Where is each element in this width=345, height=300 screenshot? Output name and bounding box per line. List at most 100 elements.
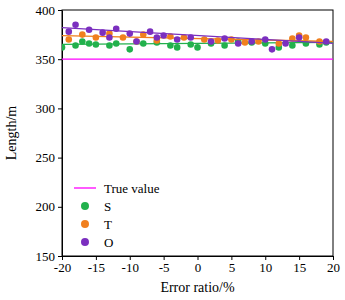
point: [106, 34, 113, 41]
point: [221, 35, 228, 42]
point: [269, 46, 276, 53]
point: [72, 21, 79, 28]
x-tick: -20: [54, 256, 71, 275]
point: [187, 34, 194, 41]
x-tick-label: -10: [122, 260, 139, 275]
point: [201, 36, 208, 43]
point: [303, 34, 310, 41]
x-tick: 20: [327, 256, 340, 275]
x-tick-label: 0: [195, 260, 202, 275]
series: [62, 21, 333, 52]
legend: True value STO: [74, 181, 160, 250]
trend-line: [62, 28, 333, 44]
point: [248, 38, 255, 45]
y-axis-title: Length/m: [4, 106, 19, 161]
point: [72, 42, 79, 49]
y-tick: 150: [36, 249, 63, 264]
point: [289, 42, 296, 49]
y-tick: 300: [36, 101, 63, 116]
legend-item: O: [81, 235, 113, 250]
chart: -20 -15 -10 -5 0 5 10 15 20 150 200 250 300 350 400 Tru…: [0, 0, 345, 300]
point: [133, 38, 140, 45]
y-tick-label: 400: [36, 3, 56, 18]
point: [86, 40, 93, 47]
x-axis: -20 -15 -10 -5 0 5 10 15 20: [54, 256, 340, 275]
point: [282, 40, 289, 47]
x-tick: -5: [159, 256, 170, 275]
legend-swatch: [81, 202, 89, 210]
point: [126, 30, 133, 37]
series: [62, 59, 333, 60]
series-line: [62, 59, 333, 60]
legend-label: T: [104, 217, 112, 232]
x-tick: 5: [229, 256, 236, 275]
legend-item: T: [81, 217, 112, 232]
x-tick: 0: [195, 256, 202, 275]
y-tick: 400: [36, 3, 63, 18]
y-tick-mark: [58, 256, 62, 257]
y-tick-mark: [58, 10, 62, 11]
point: [93, 41, 100, 48]
y-axis: 150 200 250 300 350 400: [36, 3, 63, 264]
x-tick-label: 15: [293, 260, 306, 275]
x-tick-label: -15: [88, 260, 105, 275]
point: [120, 34, 127, 41]
point: [160, 32, 167, 39]
point: [167, 42, 174, 49]
point: [276, 40, 283, 47]
point: [208, 38, 215, 45]
legend-swatch: [81, 238, 89, 246]
point: [221, 42, 228, 49]
point: [79, 38, 86, 45]
point: [93, 34, 100, 41]
y-tick-mark: [58, 158, 62, 159]
legend-item: S: [81, 199, 111, 214]
point: [174, 44, 181, 51]
y-tick-label: 250: [36, 150, 56, 165]
y-tick-label: 150: [36, 249, 56, 264]
y-tick-mark: [58, 207, 62, 208]
x-tick-label: -20: [54, 260, 71, 275]
point: [316, 38, 323, 45]
y-tick-label: 350: [36, 52, 56, 67]
point: [106, 42, 113, 49]
legend-label: True value: [104, 181, 160, 196]
point: [296, 34, 303, 41]
point: [248, 39, 255, 46]
x-tick: 15: [293, 256, 306, 275]
x-axis-title: Error ratio/%: [160, 280, 235, 295]
point: [86, 26, 93, 33]
point: [235, 40, 242, 47]
x-tick-label: 10: [259, 260, 272, 275]
point: [126, 46, 133, 53]
y-tick: 250: [36, 150, 63, 165]
legend-label: O: [104, 235, 113, 250]
point: [194, 44, 201, 51]
point: [147, 28, 154, 35]
point: [65, 36, 72, 43]
y-tick: 350: [36, 52, 63, 67]
point: [262, 36, 269, 43]
point: [215, 37, 222, 44]
point: [323, 39, 330, 46]
x-tick-label: 5: [229, 260, 236, 275]
point: [323, 38, 330, 45]
legend-swatch: [74, 187, 96, 188]
x-tick-label: -5: [159, 260, 170, 275]
point: [140, 40, 147, 47]
marks: [62, 21, 333, 59]
y-tick-label: 200: [36, 199, 56, 214]
legend-item: True value: [74, 181, 160, 196]
y-tick-mark: [58, 108, 62, 109]
point: [154, 34, 161, 41]
point: [242, 39, 249, 46]
point: [133, 38, 140, 45]
point: [79, 31, 86, 38]
point: [113, 25, 120, 32]
x-tick: 10: [259, 256, 272, 275]
y-tick-mark: [58, 59, 62, 60]
series: [62, 30, 333, 46]
x-tick: -15: [88, 256, 105, 275]
point: [62, 44, 65, 51]
point: [187, 41, 194, 48]
